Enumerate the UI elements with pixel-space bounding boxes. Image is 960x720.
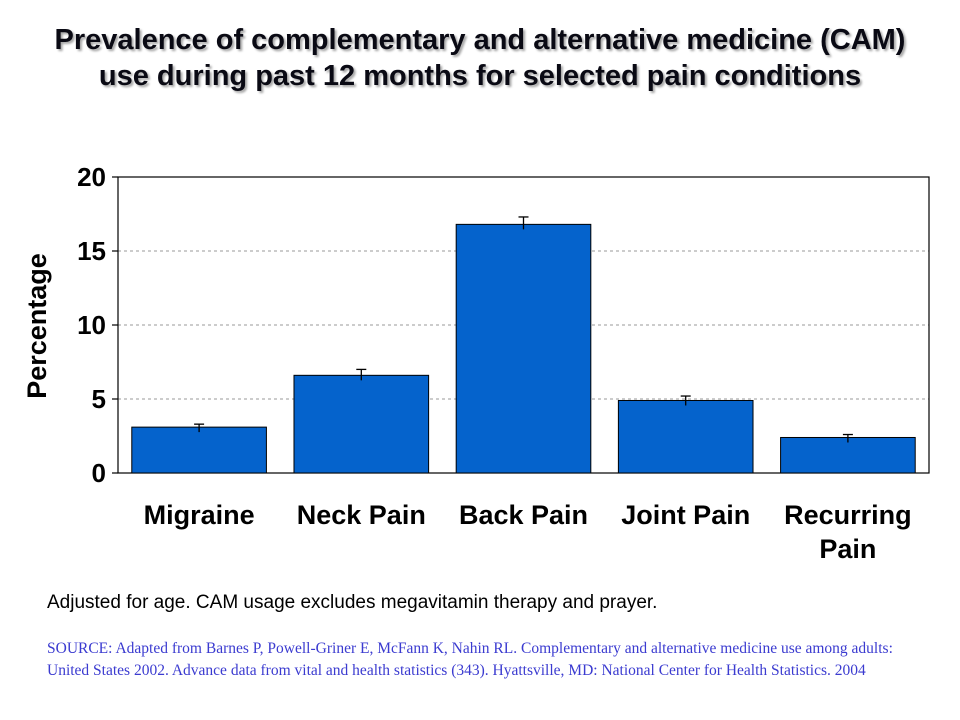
y-tick-label: 0 bbox=[92, 458, 106, 488]
bars bbox=[131, 216, 916, 474]
x-category-label: Back Pain bbox=[459, 500, 588, 530]
bar bbox=[780, 436, 916, 474]
bar-chart: 0 5 10 15 20 Migraine Neck Pain Back Pain Joint… bbox=[22, 162, 930, 564]
y-tick-label: 5 bbox=[92, 384, 106, 414]
y-axis-label: Percentage bbox=[22, 253, 52, 399]
x-category-label: Pain bbox=[819, 534, 876, 564]
x-categories: Migraine Neck Pain Back Pain Joint Pain Recu… bbox=[144, 500, 912, 564]
bar bbox=[455, 223, 592, 474]
y-tick-label: 15 bbox=[77, 236, 106, 266]
bar bbox=[617, 399, 754, 474]
x-category-label: Neck Pain bbox=[297, 500, 426, 530]
x-category-label: Migraine bbox=[144, 500, 255, 530]
x-category-label: Recurring bbox=[784, 500, 912, 530]
x-category-label: Joint Pain bbox=[621, 500, 750, 530]
chart-title: Prevalence of complementary and alternat… bbox=[54, 24, 906, 92]
bar bbox=[293, 374, 430, 474]
y-tick-label: 10 bbox=[77, 310, 106, 340]
y-tick-label: 20 bbox=[77, 162, 106, 192]
bar bbox=[131, 426, 267, 474]
source-citation: SOURCE: Adapted from Barnes P, Powell-Gr… bbox=[47, 640, 893, 679]
y-ticks: 0 5 10 15 20 bbox=[77, 162, 118, 488]
footnote: Adjusted for age. CAM usage excludes meg… bbox=[47, 592, 658, 613]
